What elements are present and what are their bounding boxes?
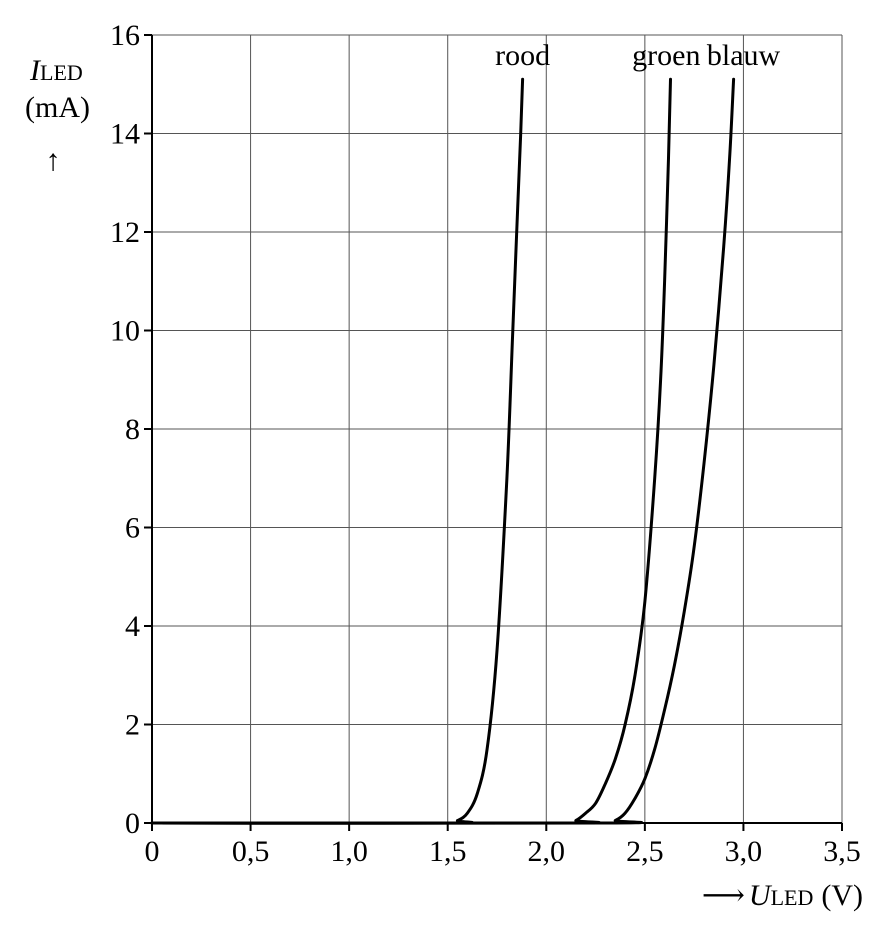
y-axis-symbol: I — [29, 54, 42, 87]
y-tick-label: 6 — [125, 512, 140, 545]
y-axis-arrow: ↑ — [46, 144, 61, 177]
series-line-blauw — [150, 77, 736, 825]
x-tick-label: 0 — [145, 835, 160, 868]
curves — [150, 77, 736, 825]
series-label-rood: rood — [495, 39, 550, 72]
series-labels: rood groen blauw — [495, 39, 780, 72]
grid — [152, 34, 843, 823]
y-tick-label: 14 — [110, 118, 140, 151]
x-tick-label: 3,0 — [725, 835, 763, 868]
y-tick-label: 10 — [110, 315, 140, 348]
x-tick-label: 1,0 — [330, 835, 368, 868]
y-tick-label: 2 — [125, 709, 140, 742]
x-tick-label: 2,0 — [528, 835, 566, 868]
y-tick-label: 0 — [125, 807, 140, 840]
y-tick-label: 4 — [125, 610, 140, 643]
series-line-groen — [150, 77, 672, 825]
y-tick-label: 12 — [110, 216, 140, 249]
x-axis-subscript: LED — [771, 885, 814, 910]
x-tick-label: 3,5 — [823, 835, 861, 868]
ticks: 0 0,5 1,0 1,5 2,0 2,5 3,0 3,5 0 2 4 6 8 10 12 14 16 — [110, 19, 861, 868]
y-tick-label: 16 — [110, 19, 140, 52]
x-tick-label: 1,5 — [429, 835, 467, 868]
series-label-groen: groen — [632, 39, 700, 72]
series-line-rood — [150, 77, 525, 825]
x-tick-label: 0,5 — [232, 835, 270, 868]
x-tick-label: 2,5 — [626, 835, 664, 868]
x-axis-unit: (V) — [821, 879, 863, 912]
y-axis-subscript: LED — [40, 60, 83, 85]
y-tick-label: 8 — [125, 413, 140, 446]
y-axis-label: ILED — [29, 54, 83, 87]
x-axis-symbol: U — [749, 879, 773, 912]
y-axis-unit: (mA) — [25, 91, 90, 124]
x-axis-label: ⟶ ULED (V) — [702, 879, 863, 912]
series-label-blauw: blauw — [707, 39, 781, 72]
x-axis-arrow: ⟶ — [702, 879, 745, 912]
